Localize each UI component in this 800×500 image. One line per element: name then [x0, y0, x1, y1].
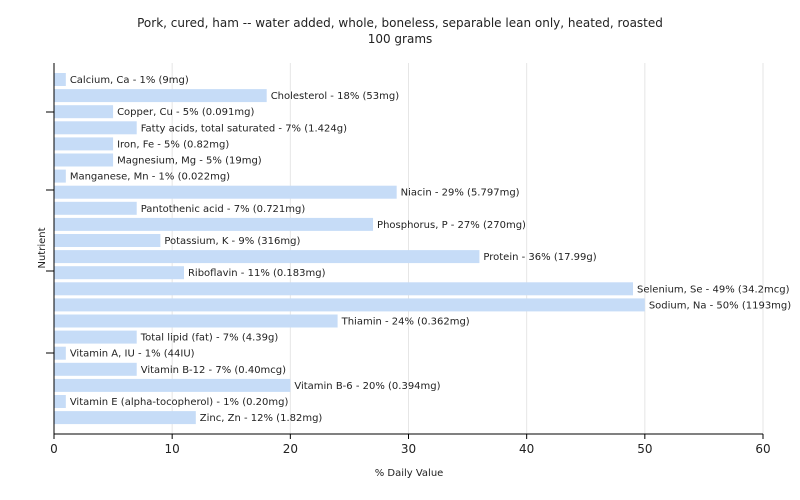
bar — [54, 250, 480, 264]
bar-label: Iron, Fe - 5% (0.82mg) — [117, 139, 229, 150]
bar — [54, 346, 66, 360]
bar — [54, 378, 291, 392]
bar-label: Vitamin A, IU - 1% (44IU) — [70, 349, 195, 360]
bar-label: Thiamin - 24% (0.362mg) — [341, 317, 470, 328]
bar-label: Vitamin E (alpha-tocopherol) - 1% (0.20m… — [70, 397, 289, 408]
bar — [54, 105, 114, 119]
x-tick-label: 30 — [401, 442, 416, 456]
bar-label: Sodium, Na - 50% (1193mg) — [649, 300, 791, 311]
bar — [54, 298, 645, 312]
x-tick-label: 20 — [283, 442, 298, 456]
chart-subtitle: 100 grams — [367, 32, 433, 46]
bar-label: Riboflavin - 11% (0.183mg) — [188, 268, 326, 279]
bar — [54, 89, 267, 103]
bar — [54, 330, 137, 344]
bar-label: Vitamin B-6 - 20% (0.394mg) — [294, 381, 440, 392]
bar — [54, 234, 161, 247]
x-tick-label: 60 — [755, 442, 770, 456]
bar — [54, 395, 66, 408]
bar-label: Zinc, Zn - 12% (1.82mg) — [200, 413, 323, 424]
bar — [54, 314, 338, 328]
chart-title-block: Pork, cured, ham -- water added, whole, … — [0, 15, 800, 47]
x-tick-label: 0 — [50, 442, 58, 456]
bar-label: Copper, Cu - 5% (0.091mg) — [117, 107, 254, 118]
bar-label: Total lipid (fat) - 7% (4.39g) — [140, 333, 279, 344]
bar — [54, 201, 137, 215]
bar — [54, 169, 66, 183]
chart-title: Pork, cured, ham -- water added, whole, … — [137, 16, 663, 30]
bars: Calcium, Ca - 1% (9mg) Cholesterol - 18% … — [54, 73, 791, 425]
x-tick-label: 40 — [519, 442, 534, 456]
bar-label: Phosphorus, P - 27% (270mg) — [377, 220, 526, 231]
bar — [54, 282, 634, 296]
bar — [54, 121, 137, 135]
bar-label: Potassium, K - 9% (316mg) — [164, 236, 300, 247]
bar-label: Manganese, Mn - 1% (0.022mg) — [70, 172, 230, 183]
bar — [54, 217, 374, 231]
y-axis-title: Nutrient — [37, 227, 48, 268]
bar-label: Protein - 36% (17.99g) — [483, 252, 596, 263]
bar — [54, 185, 397, 199]
bar — [54, 411, 196, 425]
bar — [54, 362, 137, 376]
x-axis-title: % Daily Value — [375, 468, 444, 479]
bar — [54, 137, 114, 151]
bar — [54, 153, 114, 167]
bar-label: Magnesium, Mg - 5% (19mg) — [117, 156, 262, 167]
bar-label: Niacin - 29% (5.797mg) — [401, 188, 520, 199]
bar-label: Selenium, Se - 49% (34.2mcg) — [637, 284, 790, 295]
bar-label: Fatty acids, total saturated - 7% (1.424… — [141, 123, 347, 134]
bar-label: Cholesterol - 18% (53mg) — [271, 91, 400, 102]
bar — [54, 73, 66, 86]
bar-label: Calcium, Ca - 1% (9mg) — [70, 75, 189, 86]
grid-lines — [171, 63, 764, 434]
bar — [54, 266, 184, 280]
axes: 0 10 20 30 40 50 60 — [46, 63, 771, 456]
x-tick-label: 10 — [165, 442, 180, 456]
x-tick-label: 50 — [637, 442, 652, 456]
bar-label: Pantothenic acid - 7% (0.721mg) — [141, 204, 306, 215]
bar-label: Vitamin B-12 - 7% (0.40mcg) — [141, 365, 286, 376]
